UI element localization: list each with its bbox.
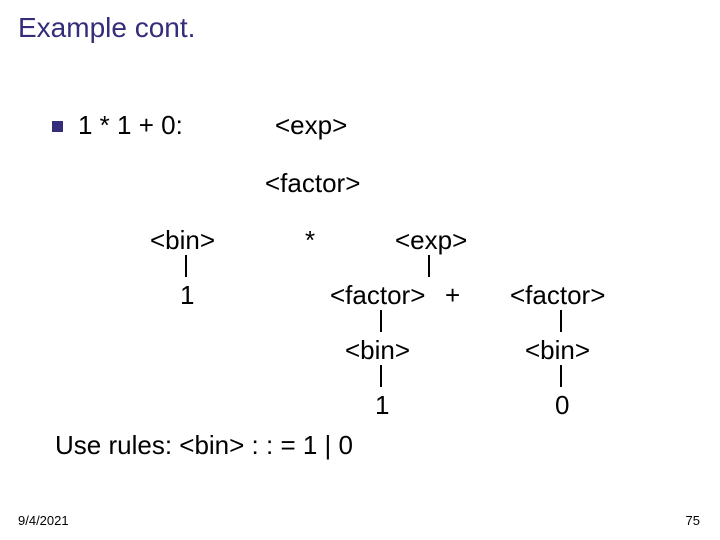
node-bin-r: <bin> [525, 335, 590, 366]
edge-line [380, 365, 382, 387]
node-one-mid: 1 [375, 390, 389, 421]
edge-line [380, 310, 382, 332]
expression-label: 1 * 1 + 0: [78, 110, 183, 141]
node-zero-r: 0 [555, 390, 569, 421]
node-factor-mid: <factor> [330, 280, 425, 311]
slide-title: Example cont. [18, 12, 195, 44]
edge-line [560, 365, 562, 387]
node-bin-left: <bin> [150, 225, 215, 256]
bullet-icon [52, 121, 63, 132]
node-one-left: 1 [180, 280, 194, 311]
edge-line [185, 255, 187, 277]
page-number: 75 [686, 513, 700, 528]
node-plus: + [445, 280, 460, 311]
node-factor-r: <factor> [510, 280, 605, 311]
slide-date: 9/4/2021 [18, 513, 69, 528]
node-factor-root: <factor> [265, 168, 360, 199]
node-bin-mid: <bin> [345, 335, 410, 366]
edge-line [428, 255, 430, 277]
node-exp-right: <exp> [395, 225, 467, 256]
footer-rule: Use rules: <bin> : : = 1 | 0 [55, 430, 353, 461]
node-exp-root: <exp> [275, 110, 347, 141]
edge-line [560, 310, 562, 332]
node-star: * [305, 225, 315, 256]
